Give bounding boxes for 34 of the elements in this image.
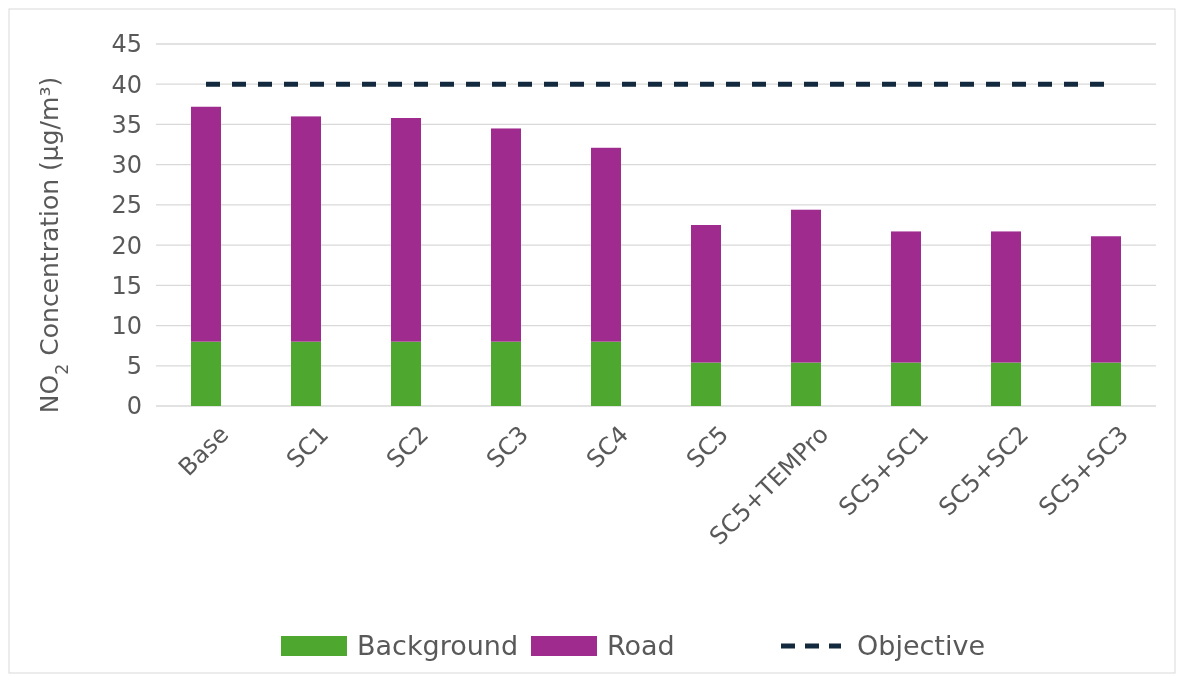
legend-label: Background <box>357 630 519 662</box>
bar <box>791 362 821 406</box>
bar <box>891 231 921 363</box>
bar <box>491 128 521 342</box>
bar <box>691 225 721 363</box>
y-tick-label: 35 <box>111 110 142 139</box>
bar <box>591 147 621 342</box>
y-tick-label: 10 <box>111 311 142 340</box>
bar <box>491 341 521 406</box>
bar <box>991 231 1021 363</box>
legend-label: Objective <box>857 630 986 662</box>
bar <box>691 362 721 406</box>
y-tick-label: 45 <box>111 30 142 59</box>
y-tick-label: 15 <box>111 271 142 300</box>
bar <box>391 341 421 406</box>
y-tick-label: 5 <box>126 352 142 381</box>
bar <box>291 341 321 406</box>
y-tick-label: 0 <box>126 392 142 421</box>
y-tick-label: 40 <box>111 70 142 99</box>
legend-label: Road <box>607 630 675 662</box>
bar <box>291 116 321 342</box>
bar <box>191 341 221 406</box>
x-tick-label: SC1 <box>280 420 335 474</box>
bar <box>1091 236 1121 363</box>
bar <box>1091 362 1121 406</box>
bar <box>791 209 821 363</box>
y-tick-label: 20 <box>111 231 142 260</box>
bar <box>391 118 421 342</box>
bar <box>991 362 1021 406</box>
y-tick-label: 30 <box>111 151 142 180</box>
bar <box>891 362 921 406</box>
bar <box>591 341 621 406</box>
y-tick-label: 25 <box>111 191 142 220</box>
bar <box>191 106 221 342</box>
